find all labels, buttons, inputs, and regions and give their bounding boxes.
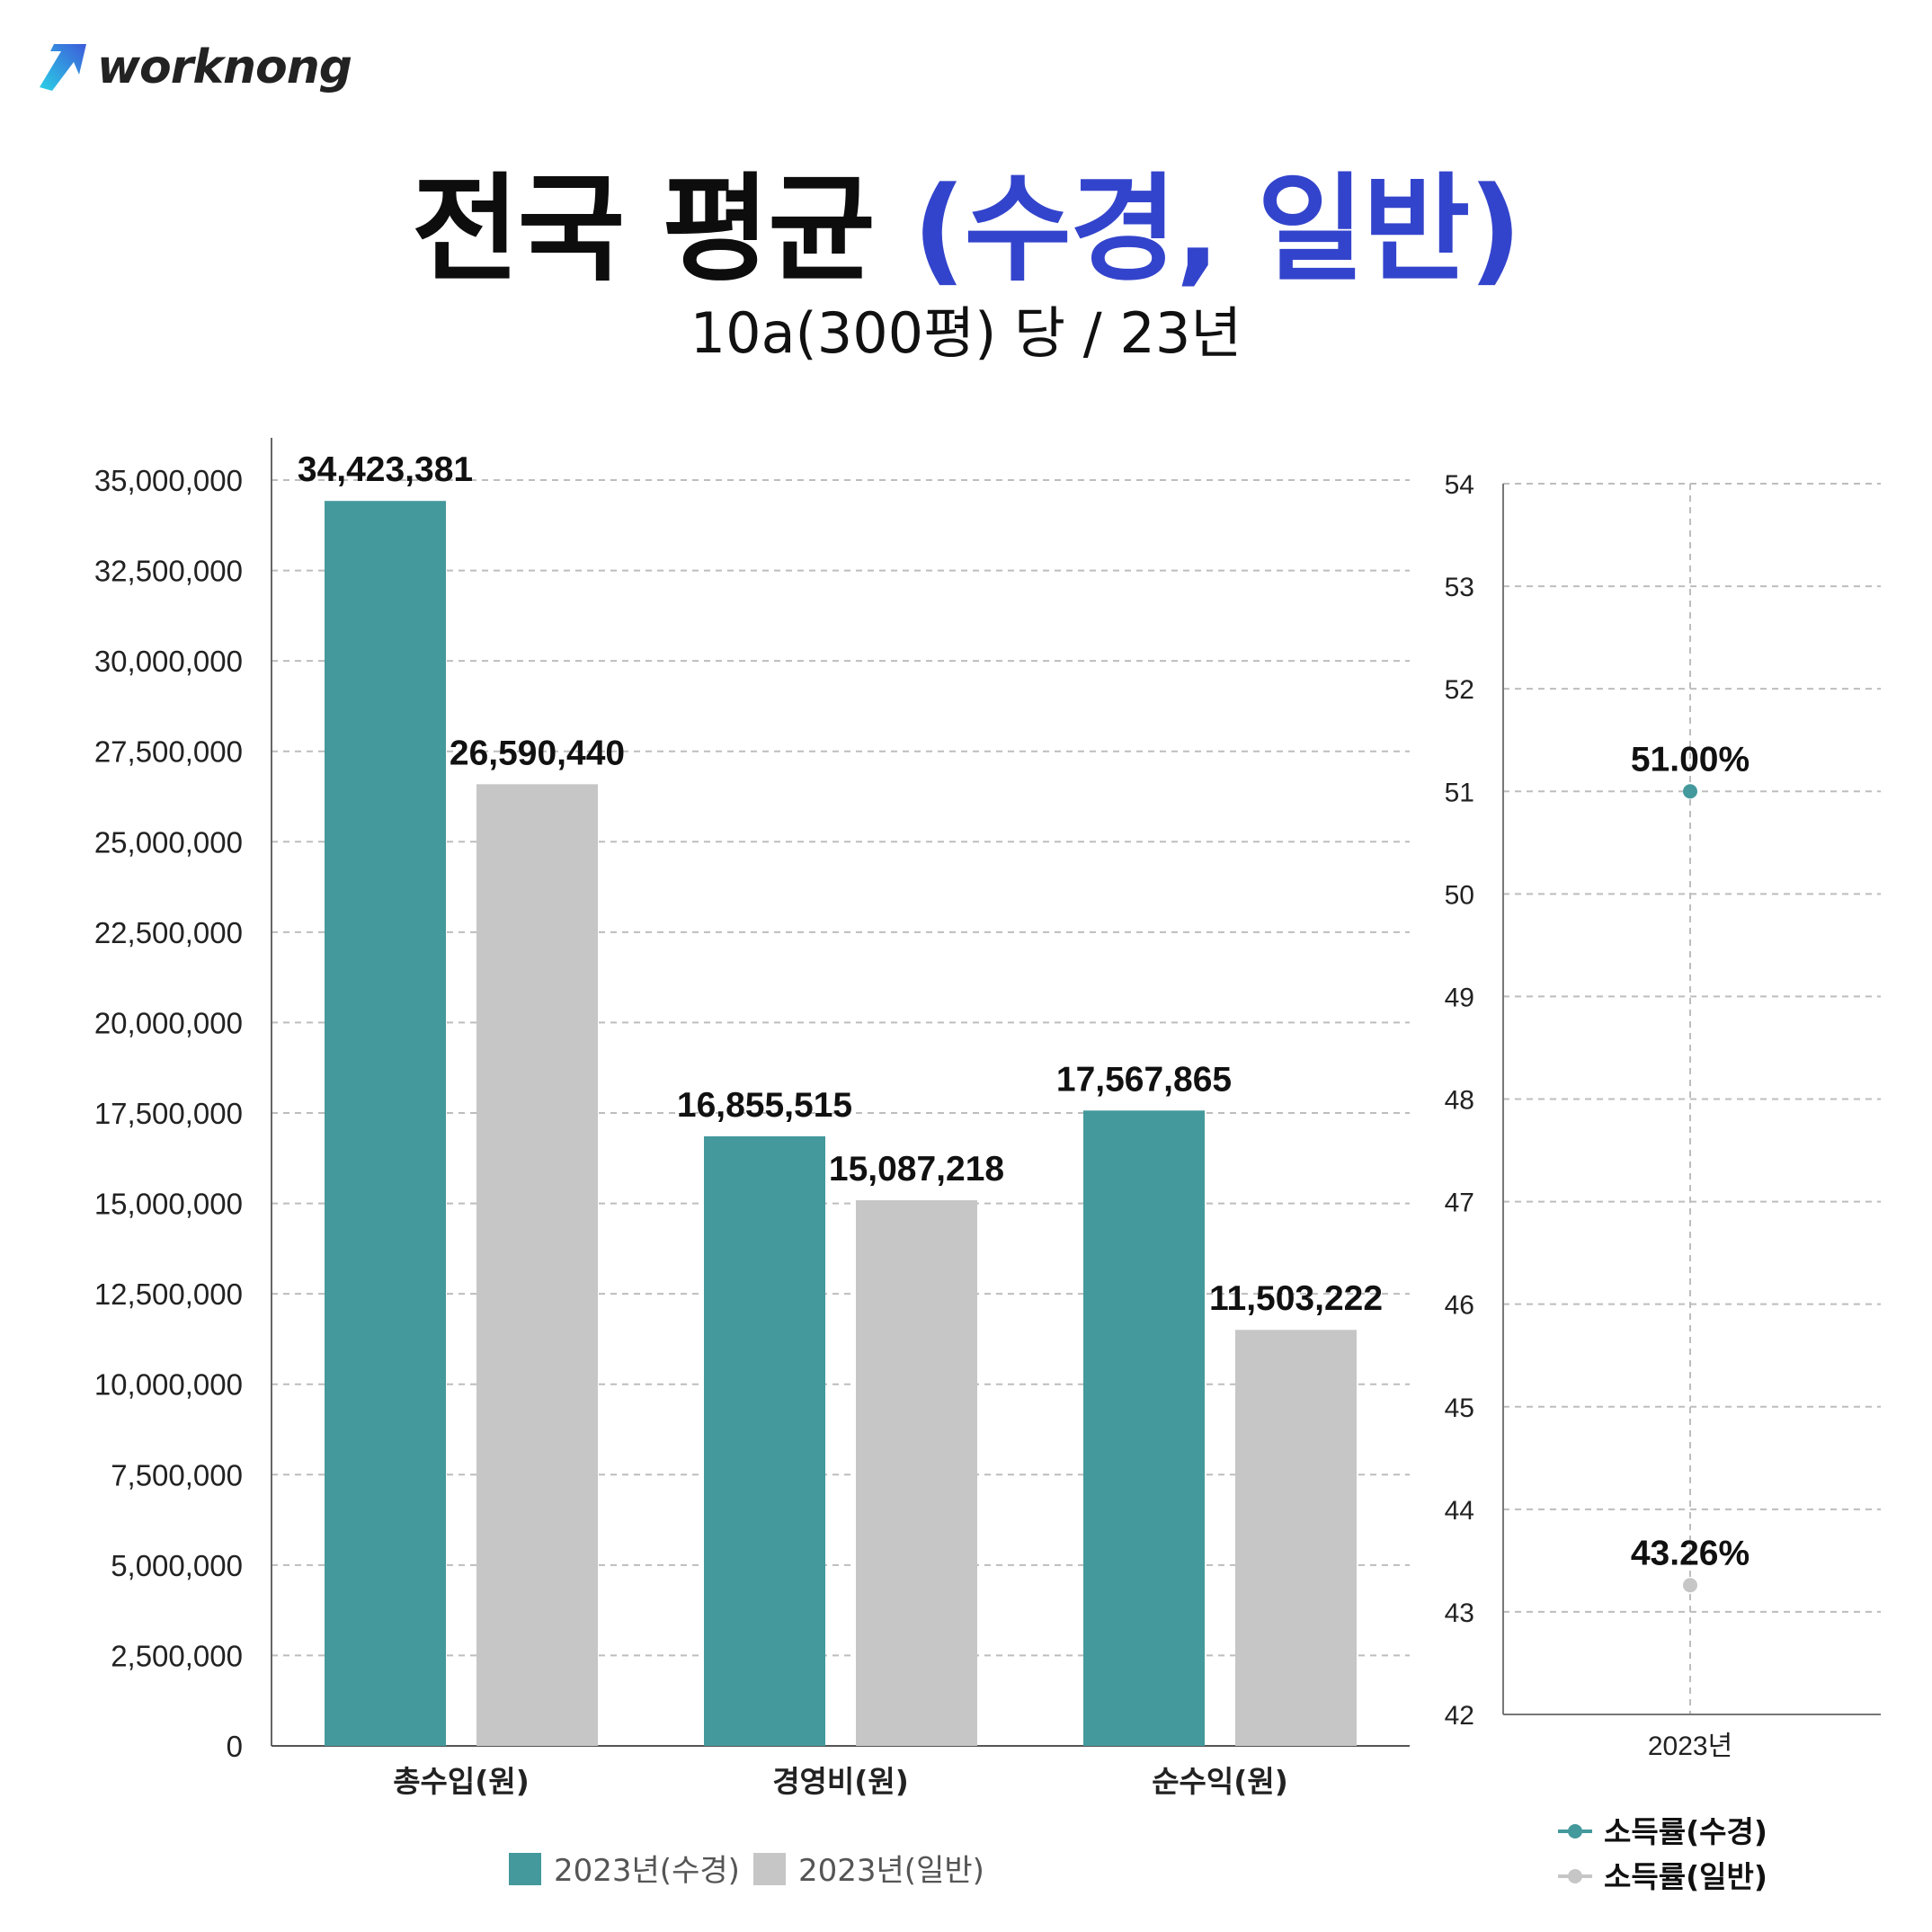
y-tick-label: 30,000,000 xyxy=(94,645,243,678)
y-tick-label: 25,000,000 xyxy=(94,825,243,859)
y-tick-label: 46 xyxy=(1445,1291,1474,1321)
y-tick-label: 22,500,000 xyxy=(94,916,243,949)
y-tick-label: 54 xyxy=(1445,470,1474,500)
y-tick-label: 48 xyxy=(1445,1086,1474,1116)
legend-label: 소득률(일반) xyxy=(1604,1859,1767,1894)
y-tick-label: 42 xyxy=(1445,1701,1474,1731)
line-chart-points: 51.00% 43.26% xyxy=(1631,740,1749,1593)
data-label: 51.00% xyxy=(1631,740,1749,779)
line-chart-legend: 소득률(수경) 소득률(일반) xyxy=(1558,1814,1767,1894)
bar xyxy=(476,784,598,1746)
data-label: 34,423,381 xyxy=(298,450,473,489)
y-tick-label: 2,500,000 xyxy=(111,1639,243,1672)
title-main: 전국 평균 xyxy=(412,161,913,298)
y-tick-label: 0 xyxy=(227,1730,243,1763)
y-tick-label: 12,500,000 xyxy=(94,1278,243,1311)
data-label: 15,087,218 xyxy=(829,1150,1004,1189)
y-tick-label: 50 xyxy=(1445,880,1474,910)
x-tick-label: 총수입(원) xyxy=(393,1764,530,1799)
y-tick-label: 45 xyxy=(1445,1393,1474,1423)
y-tick-label: 44 xyxy=(1445,1496,1474,1526)
bar-chart-bars xyxy=(325,501,1357,1746)
data-label: 26,590,440 xyxy=(450,734,625,772)
y-tick-label: 35,000,000 xyxy=(94,464,243,497)
x-tick-label: 경영비(원) xyxy=(772,1764,909,1799)
y-tick-label: 20,000,000 xyxy=(94,1006,243,1039)
bar xyxy=(325,501,446,1746)
page-subtitle: 10a(300평) 당 / 23년 xyxy=(690,300,1242,366)
legend-label: 2023년(수경) xyxy=(554,1853,740,1889)
data-label: 43.26% xyxy=(1631,1534,1749,1572)
bar-chart-data-labels: 34,423,381 26,590,440 16,855,515 15,087,218… xyxy=(298,450,1383,1318)
legend-label: 소득률(수경) xyxy=(1604,1814,1767,1849)
y-tick-label: 43 xyxy=(1445,1598,1474,1628)
bar xyxy=(1235,1330,1357,1746)
bar-chart-legend: 2023년(수경) 2023년(일반) xyxy=(509,1853,984,1889)
brand-name: worknong xyxy=(97,40,352,94)
bar xyxy=(856,1200,977,1746)
y-tick-label: 27,500,000 xyxy=(94,735,243,769)
data-label: 16,855,515 xyxy=(677,1086,852,1125)
brand-logo: worknong xyxy=(34,36,352,99)
x-tick-label: 순수익(원) xyxy=(1152,1764,1288,1799)
bar-chart-x-axis: 총수입(원) 경영비(원) 순수익(원) xyxy=(393,1764,1288,1799)
bar xyxy=(1083,1110,1205,1746)
y-tick-label: 51 xyxy=(1445,778,1474,807)
data-label: 11,503,222 xyxy=(1209,1279,1383,1318)
bar-chart-grid xyxy=(272,479,1410,1657)
y-tick-label: 5,000,000 xyxy=(111,1549,243,1582)
bar-chart-y-axis: 0 2,500,000 5,000,000 7,500,000 10,000,000 12… xyxy=(94,438,1410,1763)
data-label: 17,567,865 xyxy=(1056,1060,1232,1099)
legend-marker xyxy=(1568,1869,1582,1883)
data-point xyxy=(1683,784,1697,799)
y-tick-label: 7,500,000 xyxy=(111,1458,243,1491)
y-tick-label: 47 xyxy=(1445,1189,1474,1218)
y-tick-label: 52 xyxy=(1445,675,1474,705)
data-point xyxy=(1683,1578,1697,1593)
y-tick-label: 17,500,000 xyxy=(94,1097,243,1130)
y-tick-label: 49 xyxy=(1445,983,1474,1012)
page-title: 전국 평균 (수경, 일반) xyxy=(0,135,1932,304)
y-tick-label: 15,000,000 xyxy=(94,1188,243,1221)
line-chart-grid xyxy=(1503,483,1881,1715)
legend-swatch xyxy=(753,1853,786,1885)
x-tick-label: 2023년 xyxy=(1648,1732,1732,1761)
y-tick-label: 32,500,000 xyxy=(94,555,243,588)
title-accent: (수경, 일반) xyxy=(913,161,1522,298)
bar xyxy=(704,1135,825,1746)
y-tick-label: 53 xyxy=(1445,573,1474,602)
legend-marker xyxy=(1568,1824,1582,1839)
legend-label: 2023년(일반) xyxy=(798,1853,984,1889)
y-tick-label: 10,000,000 xyxy=(94,1368,243,1402)
logo-arrow-icon xyxy=(40,44,86,91)
line-chart-y-axis: 42 43 44 45 46 47 48 49 50 51 52 53 54 2023년 xyxy=(1445,470,1881,1761)
legend-swatch xyxy=(509,1853,541,1885)
